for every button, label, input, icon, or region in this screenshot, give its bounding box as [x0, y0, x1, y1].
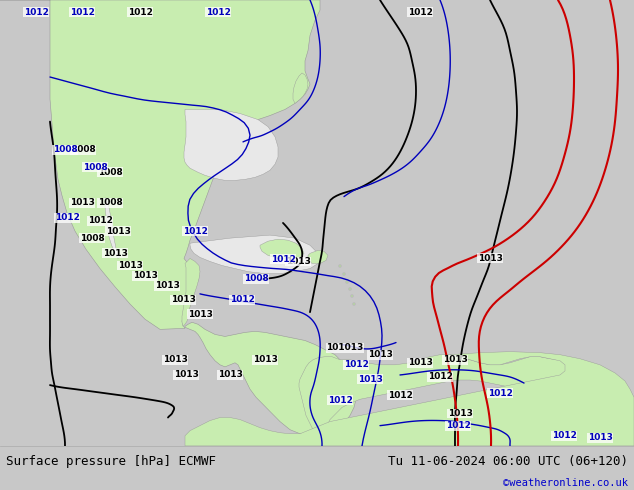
Polygon shape: [308, 250, 328, 264]
Text: 1013: 1013: [174, 370, 198, 379]
Polygon shape: [105, 197, 120, 258]
Text: 1012: 1012: [127, 8, 152, 17]
Text: 1012: 1012: [230, 295, 254, 304]
Text: 1013: 1013: [133, 271, 157, 280]
Text: 1008: 1008: [70, 146, 95, 154]
Polygon shape: [0, 0, 320, 329]
Text: 1013: 1013: [171, 295, 195, 304]
Text: 1013: 1013: [477, 254, 502, 263]
Text: 1013: 1013: [443, 355, 467, 364]
Text: 1012: 1012: [488, 389, 512, 398]
Text: Tu 11-06-2024 06:00 UTC (06+120): Tu 11-06-2024 06:00 UTC (06+120): [387, 455, 628, 468]
Text: 1013: 1013: [70, 198, 94, 207]
Text: 1012: 1012: [328, 396, 353, 405]
Text: 1008: 1008: [80, 234, 105, 243]
Text: 1012: 1012: [205, 8, 230, 17]
Text: 1013: 1013: [217, 370, 242, 379]
Text: 1012: 1012: [23, 8, 48, 17]
Text: 1012: 1012: [387, 391, 413, 400]
Text: 1013: 1013: [103, 249, 127, 258]
Text: 1013: 1013: [162, 355, 188, 364]
Text: 1012: 1012: [87, 217, 112, 225]
Text: 1008: 1008: [53, 146, 77, 154]
Text: 1012: 1012: [552, 431, 576, 441]
Text: 1013: 1013: [448, 409, 472, 418]
Text: Surface pressure [hPa] ECMWF: Surface pressure [hPa] ECMWF: [6, 455, 216, 468]
Text: 101013: 101013: [327, 343, 364, 352]
Text: 1013: 1013: [106, 226, 131, 236]
Text: 1013: 1013: [368, 350, 392, 359]
Text: 1008: 1008: [82, 163, 107, 172]
Text: 1012: 1012: [408, 8, 432, 17]
Text: 1012: 1012: [70, 8, 94, 17]
Polygon shape: [299, 355, 568, 436]
Text: 1012: 1012: [183, 226, 207, 236]
Polygon shape: [293, 73, 308, 103]
Text: 1013: 1013: [155, 281, 179, 290]
Polygon shape: [0, 0, 60, 446]
Polygon shape: [184, 109, 278, 180]
Text: 1013: 1013: [408, 358, 432, 368]
Text: ©weatheronline.co.uk: ©weatheronline.co.uk: [503, 478, 628, 489]
Polygon shape: [182, 258, 200, 326]
Text: 1013: 1013: [252, 355, 278, 364]
Polygon shape: [190, 235, 318, 273]
Text: 1012: 1012: [55, 213, 79, 222]
Text: 1013: 1013: [588, 433, 612, 442]
Text: 1012: 1012: [427, 372, 453, 382]
Text: 1008: 1008: [98, 198, 122, 207]
Text: 1008: 1008: [243, 274, 268, 283]
Polygon shape: [260, 239, 304, 259]
Text: 1012: 1012: [271, 255, 295, 264]
Text: 1013: 1013: [117, 261, 143, 270]
Polygon shape: [185, 322, 356, 436]
Text: 1012: 1012: [446, 421, 470, 430]
Text: 1013: 1013: [188, 310, 212, 318]
Text: 1013: 1013: [358, 374, 382, 384]
Text: 1008: 1008: [98, 168, 122, 177]
Polygon shape: [185, 352, 634, 446]
Text: 1013: 1013: [285, 257, 311, 266]
Text: 1012: 1012: [344, 360, 368, 369]
